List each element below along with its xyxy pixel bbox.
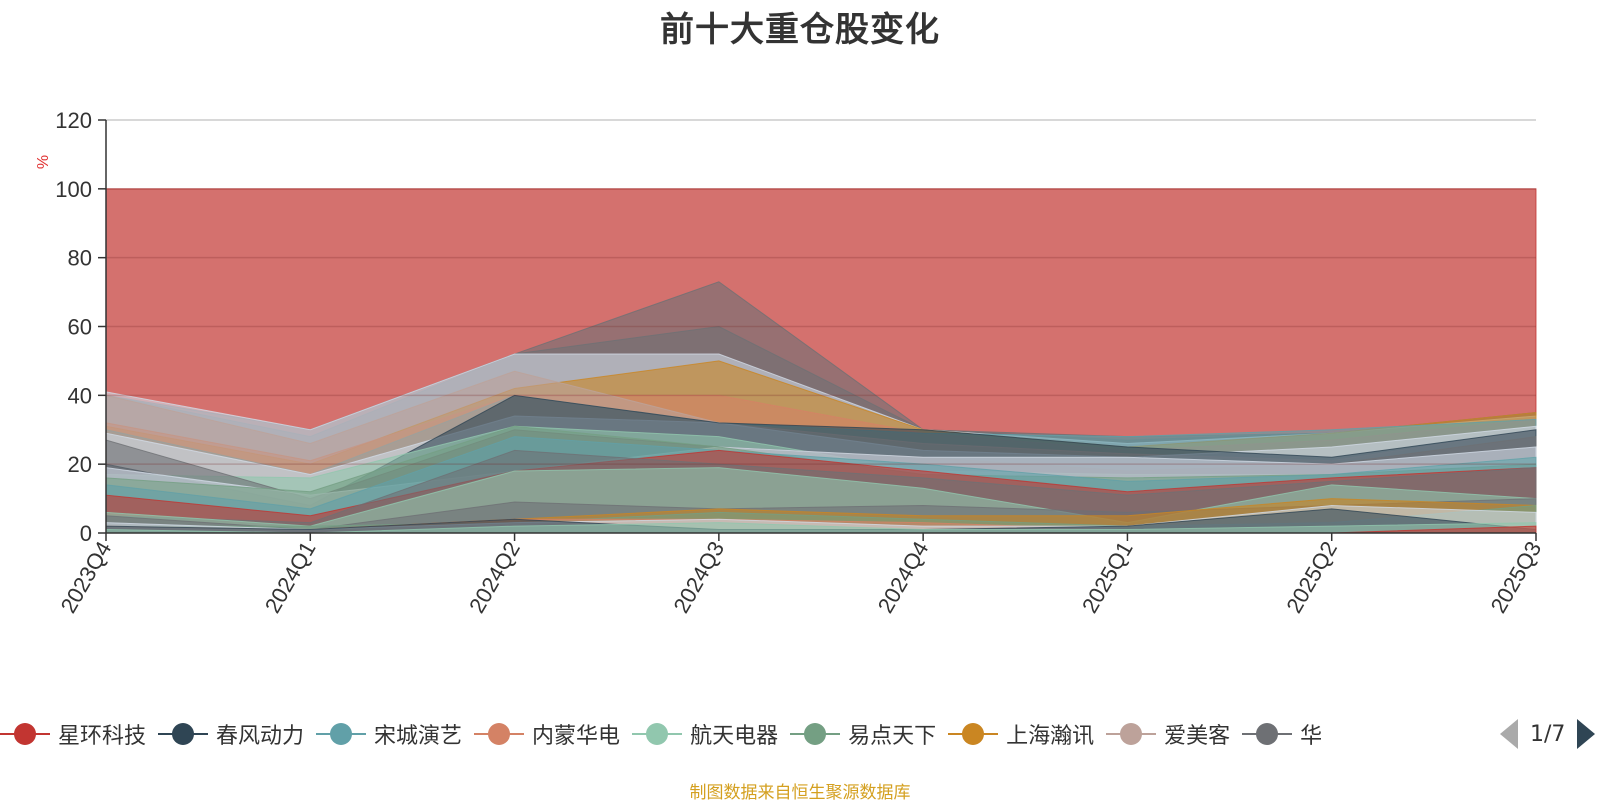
legend-marker-icon [316,722,367,746]
legend-next-icon[interactable] [1577,719,1596,749]
data-source-note: 制图数据来自恒生聚源数据库 [689,783,911,803]
legend-label: 内蒙华电 [532,724,621,749]
legend-item[interactable]: 易点天下 [790,716,936,752]
area-series [105,188,1537,534]
legend-item[interactable]: 春风动力 [158,716,304,752]
legend-marker-icon [0,722,50,746]
legend-page-indicator: 1/7 [1530,721,1566,747]
legend-label: 华 [1300,724,1323,749]
x-tick-label: 2024Q1 [260,537,321,617]
legend-item[interactable]: 宋城演艺 [316,716,462,752]
legend-prev-icon[interactable] [1500,719,1518,749]
y-tick-label: 120 [55,108,92,133]
legend-marker-icon [1106,722,1157,746]
x-tick-label: 2025Q1 [1077,537,1138,617]
legend-item[interactable]: 上海瀚讯 [948,716,1094,752]
y-tick-label: 0 [80,521,92,546]
x-tick-label: 2024Q2 [464,537,525,617]
x-tick-label: 2024Q3 [668,537,729,617]
legend-marker-icon [948,722,999,746]
legend-label: 爱美客 [1164,724,1231,749]
y-tick-label: 20 [68,452,92,477]
y-axis-label: % [35,155,52,169]
legend-label: 宋城演艺 [374,724,463,749]
legend-marker-icon [632,722,683,746]
legend-marker-icon [158,722,209,746]
legend-item[interactable]: 华 [1242,716,1322,752]
chart-title: 前十大重仓股变化 [660,10,940,50]
legend-item[interactable]: 星环科技 [0,716,146,752]
y-tick-label: 60 [68,315,92,340]
legend-label: 春风动力 [216,724,305,749]
legend-label: 星环科技 [58,724,147,749]
grid-lines [106,119,1536,465]
y-tick-label: 100 [55,177,92,202]
x-tick-label: 2025Q2 [1281,537,1342,617]
legend-pager: 1/7 [1500,716,1600,752]
legend-label: 易点天下 [848,724,937,749]
legend: 星环科技 春风动力 宋城演艺 内蒙华电 航天电器 易点天下 上海瀚讯 爱美客 华 [0,716,1480,752]
y-tick-label: 80 [68,246,92,271]
legend-label: 航天电器 [690,724,779,749]
legend-label: 上海瀚讯 [1006,724,1095,749]
legend-item[interactable]: 航天电器 [632,716,778,752]
legend-marker-icon [790,722,841,746]
x-tick-label: 2024Q4 [873,537,934,617]
y-tick-label: 40 [68,383,92,408]
x-tick-label: 2025Q3 [1486,537,1547,617]
legend-marker-icon [474,722,525,746]
legend-marker-icon [1242,722,1293,746]
legend-item[interactable]: 爱美客 [1106,716,1230,752]
legend-item[interactable]: 内蒙华电 [474,716,620,752]
x-tick-label: 2023Q4 [56,537,117,617]
